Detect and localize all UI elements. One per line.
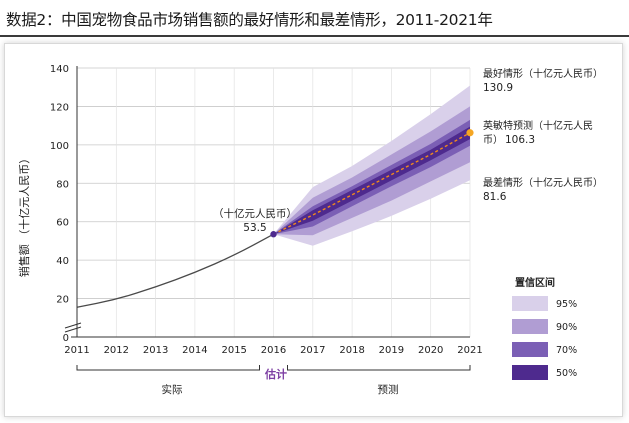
- best-case-value: 130.9: [483, 82, 513, 94]
- series-lines: [76, 129, 474, 308]
- expected-label-line1: 英敏特预测（十亿元人民: [483, 119, 593, 132]
- legend-label-70pct: 70%: [556, 345, 577, 356]
- x-tick-label-2019: 2019: [379, 345, 404, 356]
- expected-label-line2: 币）: [483, 134, 503, 146]
- y-tick-label-20: 20: [56, 295, 69, 306]
- worst-case-value: 81.6: [483, 191, 507, 203]
- x-tick-label-2017: 2017: [300, 345, 325, 356]
- historical-line: [76, 233, 274, 308]
- tick-labels: 0 20 40 60 80 100 120 140 2011 2012 2013 2014 2015 20…: [50, 64, 483, 356]
- x-tick-label-2021: 2021: [457, 345, 482, 356]
- point-2016-label: （十亿元人民币）: [213, 207, 297, 220]
- legend-title: 置信区间: [515, 276, 555, 289]
- period-estimate-label: 估计: [264, 367, 287, 381]
- x-tick-label-2014: 2014: [182, 345, 207, 356]
- y-tick-label-120: 120: [50, 102, 69, 113]
- worst-case-label: 最差情形（十亿元人民币）: [483, 176, 603, 189]
- x-tick-label-2015: 2015: [221, 345, 246, 356]
- x-tick-label-2011: 2011: [64, 345, 89, 356]
- band-50pct: [273, 126, 470, 235]
- x-tick-label-2013: 2013: [143, 345, 168, 356]
- best-case-label: 最好情形（十亿元人民币）: [483, 67, 603, 80]
- y-tick-label-0: 0: [63, 333, 69, 344]
- page-title: 数据2：中国宠物食品市场销售额的最好情形和最差情形，2011-2021年: [6, 11, 493, 29]
- legend-swatch-50pct: [512, 365, 548, 380]
- bracket-actual: [76, 365, 260, 371]
- y-tick-label-40: 40: [56, 256, 69, 267]
- legend-label-95pct: 95%: [556, 299, 577, 310]
- expected-value: 106.3: [505, 134, 535, 146]
- axis-break-marker: [64, 322, 82, 333]
- confidence-bands: [273, 85, 470, 246]
- point-2016-value: 53.5: [243, 222, 266, 234]
- axes: [64, 66, 470, 338]
- y-axis-label: 销售额 （十亿元人民币）: [17, 153, 31, 278]
- period-actual-label: 实际: [162, 383, 183, 396]
- y-tick-label-140: 140: [50, 64, 69, 75]
- forecast-line: [273, 132, 471, 235]
- x-tick-label-2016: 2016: [261, 345, 286, 356]
- point-2016: [270, 231, 277, 238]
- y-tick-label-100: 100: [50, 141, 69, 152]
- y-tick-label-60: 60: [56, 218, 69, 229]
- y-tick-label-80: 80: [56, 179, 69, 190]
- point-2021: [466, 129, 474, 137]
- bracket-forecast: [287, 365, 471, 371]
- legend-swatch-95pct: [512, 296, 548, 311]
- period-forecast-label: 预测: [378, 383, 399, 396]
- legend-swatch-70pct: [512, 342, 548, 357]
- x-tick-label-2020: 2020: [418, 345, 443, 356]
- legend-label-50pct: 50%: [556, 368, 577, 379]
- title-divider: [0, 35, 629, 37]
- legend-label-90pct: 90%: [556, 322, 577, 333]
- x-tick-label-2012: 2012: [104, 345, 129, 356]
- legend-swatch-90pct: [512, 319, 548, 334]
- legend: 95% 90% 70% 50%: [512, 296, 577, 380]
- annotations: [76, 365, 471, 371]
- x-tick-label-2018: 2018: [339, 345, 364, 356]
